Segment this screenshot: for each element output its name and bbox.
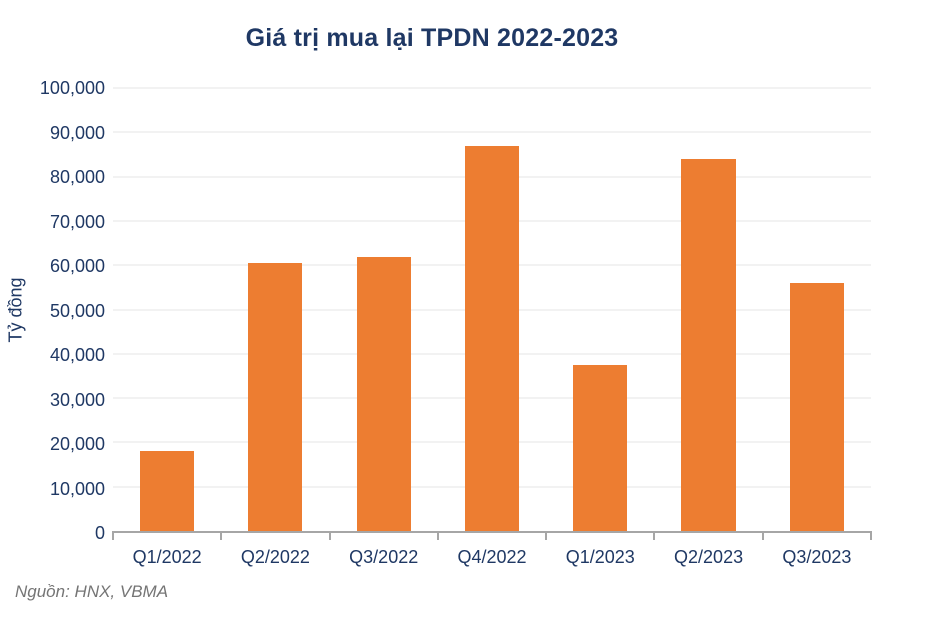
bars bbox=[113, 88, 871, 531]
bar-Q2/2023 bbox=[681, 158, 736, 531]
x-axis-labels: Q1/2022 Q2/2022 Q3/2022 Q4/2022 Q1/2023 Q2/20… bbox=[113, 547, 871, 571]
y-tick-label: 40,000 bbox=[49, 345, 105, 365]
source-note: Nguồn: HNX, VBMA bbox=[15, 582, 169, 601]
x-axis-tick bbox=[328, 531, 331, 540]
chart-title: Giá trị mua lại TPDN 2022-2023 bbox=[245, 24, 619, 52]
x-axis-tick bbox=[761, 531, 764, 540]
y-tick-label: 50,000 bbox=[49, 300, 105, 321]
y-tick-label: 90,000 bbox=[49, 122, 105, 143]
bar-cell bbox=[763, 88, 871, 531]
bar-Q1/2022 bbox=[140, 451, 195, 531]
bar-Q3/2023 bbox=[789, 282, 844, 531]
x-axis-ticks bbox=[112, 531, 872, 541]
y-tick-label: 80,000 bbox=[49, 167, 105, 187]
x-tick-label: Q1/2023 bbox=[565, 547, 635, 567]
bar-Q1/2023 bbox=[573, 364, 628, 531]
bar-cell bbox=[113, 88, 221, 531]
bar-cell bbox=[438, 88, 546, 531]
x-tick-label: Q3/2023 bbox=[782, 547, 852, 567]
bar-cell bbox=[654, 88, 762, 531]
y-axis-labels: 0 10,000 20,000 30,000 40,000 50,000 60,000 70,… bbox=[0, 79, 105, 542]
y-tick-label: 20,000 bbox=[49, 434, 105, 454]
x-tick-label: Q2/2022 bbox=[240, 547, 310, 567]
y-tick-label: 70,000 bbox=[49, 211, 105, 232]
x-tick-label: Q3/2022 bbox=[349, 547, 419, 567]
y-tick-label: 10,000 bbox=[49, 478, 105, 499]
x-axis-tick bbox=[870, 531, 872, 540]
x-tick-label: Q4/2022 bbox=[457, 547, 527, 567]
plot-area bbox=[112, 87, 872, 540]
bar-Q3/2022 bbox=[356, 257, 411, 531]
bar-cell bbox=[330, 88, 438, 531]
gridline bbox=[113, 131, 871, 134]
x-axis-tick bbox=[545, 531, 548, 540]
x-axis-tick bbox=[436, 531, 439, 540]
bar-cell bbox=[221, 88, 329, 531]
y-tick-label: 100,000 bbox=[39, 78, 105, 98]
x-axis-tick bbox=[112, 531, 114, 540]
y-tick-label: 60,000 bbox=[49, 256, 105, 276]
y-tick-label: 30,000 bbox=[49, 389, 105, 410]
x-tick-label: Q2/2023 bbox=[674, 547, 744, 567]
bar-Q4/2022 bbox=[464, 146, 520, 531]
y-tick-label: 0 bbox=[94, 523, 105, 543]
bar-Q2/2022 bbox=[248, 263, 303, 531]
gridline bbox=[113, 87, 871, 89]
x-tick-label: Q1/2022 bbox=[132, 547, 202, 567]
bar-cell bbox=[546, 88, 654, 531]
x-axis-tick bbox=[653, 531, 656, 540]
x-axis-tick bbox=[220, 531, 223, 540]
